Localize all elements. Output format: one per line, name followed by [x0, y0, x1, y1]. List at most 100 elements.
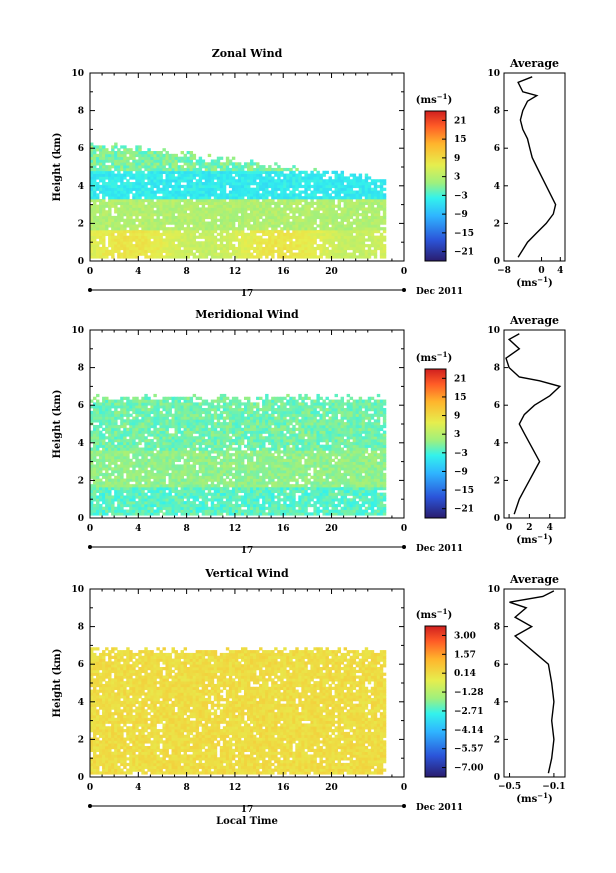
heatmap-cell: [126, 252, 130, 256]
heatmap-cell: [90, 227, 94, 231]
heatmap-cell: [243, 165, 248, 169]
heatmap-cell: [138, 447, 142, 451]
heatmap-cell: [132, 430, 136, 434]
profile-x-tick-label: −8: [497, 266, 511, 276]
heatmap-cell: [93, 450, 97, 454]
heatmap-cell: [135, 255, 139, 259]
heatmap-cell: [307, 196, 311, 200]
heatmap-cell: [150, 464, 154, 468]
heatmap-cell: [237, 221, 242, 225]
heatmap-cell: [141, 218, 145, 222]
heatmap-cell: [298, 244, 302, 248]
heatmap-cell: [331, 238, 335, 242]
heatmap-cell: [268, 179, 272, 183]
heatmap-cell: [171, 190, 175, 194]
heatmap-cell: [144, 481, 148, 485]
heatmap-cell: [156, 207, 160, 211]
heatmap-cell: [231, 210, 236, 214]
heatmap-cell: [225, 221, 230, 225]
heatmap-cell: [216, 182, 221, 186]
heatmap-cell: [262, 229, 266, 234]
heatmap-cell: [168, 156, 172, 160]
heatmap-cell: [165, 405, 169, 409]
heatmap-cell: [295, 207, 299, 211]
heatmap-cell: [337, 235, 341, 239]
heatmap-cell: [132, 201, 136, 205]
heatmap-cell: [141, 484, 145, 488]
heatmap-cell: [313, 238, 317, 242]
heatmap-cell: [138, 187, 142, 191]
heatmap-cell: [247, 241, 251, 245]
heatmap-cell: [292, 227, 296, 231]
heatmap-cell: [192, 444, 197, 448]
heatmap-cell: [108, 430, 112, 434]
heatmap-cell: [301, 249, 305, 253]
heatmap-cell: [280, 232, 284, 237]
heatmap-cell: [237, 176, 242, 180]
heatmap-cell: [90, 215, 94, 220]
heatmap-cell: [195, 470, 200, 474]
heatmap-cell: [132, 246, 136, 251]
heatmap-cell: [268, 173, 272, 177]
heatmap-cell: [99, 455, 103, 460]
heatmap-cell: [231, 441, 236, 446]
heatmap-cell: [277, 249, 281, 253]
heatmap-cell: [301, 170, 305, 174]
heatmap-cell: [105, 498, 109, 502]
heatmap-cell: [117, 159, 121, 163]
heatmap-cell: [328, 210, 332, 214]
heatmap-cell: [346, 252, 351, 256]
heatmap-cell: [180, 190, 184, 194]
heatmap-cell: [277, 210, 281, 214]
heatmap-cell: [156, 153, 160, 158]
heatmap-cell: [361, 193, 366, 197]
heatmap-cell: [180, 422, 184, 426]
heatmap-cell: [234, 170, 239, 174]
heatmap-cell: [262, 165, 266, 169]
heatmap-cell: [135, 179, 139, 183]
heatmap-cell: [120, 402, 124, 406]
heatmap-cell: [340, 227, 345, 231]
heatmap-cell: [183, 218, 188, 222]
heatmap-cell: [159, 176, 163, 180]
heatmap-cell: [210, 441, 215, 446]
heatmap-cell: [123, 489, 127, 494]
heatmap-cell: [117, 455, 121, 460]
heatmap-cell: [201, 244, 206, 248]
heatmap-cell: [183, 190, 188, 194]
heatmap-cell: [295, 255, 299, 259]
heatmap-cell: [93, 246, 97, 251]
heatmap-cell: [114, 512, 118, 516]
heatmap-cell: [174, 436, 178, 440]
heatmap-cell: [108, 447, 112, 451]
heatmap-cell: [147, 153, 151, 158]
heatmap-cell: [135, 232, 139, 237]
heatmap-cell: [114, 153, 118, 158]
heatmap-cell: [180, 204, 184, 208]
heatmap-cell: [204, 176, 209, 180]
heatmap-cell: [102, 153, 106, 158]
heatmap-cell: [274, 204, 278, 208]
heatmap-cell: [126, 503, 130, 508]
heatmap-cell: [231, 182, 236, 186]
heatmap-cell: [189, 153, 194, 158]
heatmap-cell: [159, 235, 163, 239]
heatmap-cell: [108, 402, 112, 406]
heatmap-cell: [156, 227, 160, 231]
heatmap-cell: [171, 255, 175, 259]
heatmap-cell: [177, 430, 181, 434]
heatmap-cell: [174, 255, 178, 259]
heatmap-cell: [358, 246, 363, 251]
heatmap-cell: [331, 204, 335, 208]
heatmap-cell: [316, 255, 320, 259]
heatmap-cell: [331, 190, 335, 194]
heatmap-cell: [174, 512, 178, 516]
heatmap-cell: [126, 162, 130, 166]
heatmap-cell: [240, 238, 245, 242]
heatmap-cell: [204, 190, 209, 194]
heatmap-cell: [231, 215, 236, 220]
heatmap-cell: [286, 221, 290, 225]
heatmap-cell: [177, 424, 181, 429]
heatmap-cell: [204, 422, 209, 426]
heatmap-cell: [153, 402, 157, 406]
